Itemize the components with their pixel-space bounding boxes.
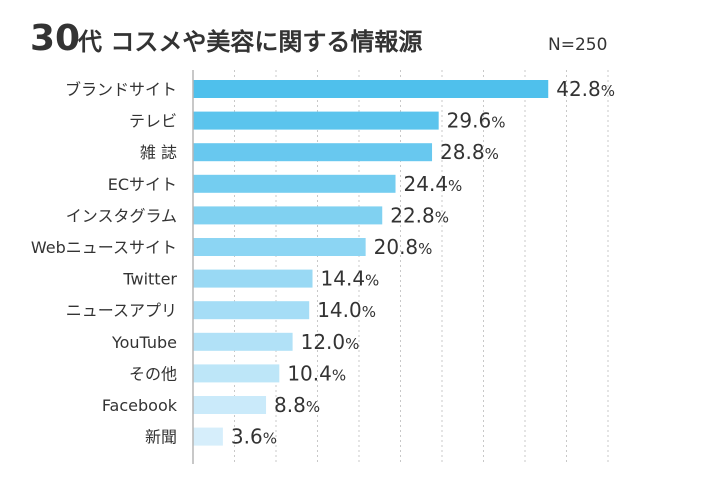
chart-title-text: 代 コスメや美容に関する情報源 <box>77 28 422 56</box>
value-percent-sign: % <box>345 335 359 353</box>
value-percent-sign: % <box>491 114 505 132</box>
value-label: 14.0% <box>317 298 376 322</box>
value-percent-sign: % <box>263 430 277 448</box>
bar <box>193 174 396 193</box>
bar <box>193 396 267 414</box>
value-percent-sign: % <box>601 82 615 100</box>
value-label: 28.8% <box>440 140 499 164</box>
value-percent-sign: % <box>365 272 379 290</box>
category-label: ニュースアプリ <box>66 301 177 320</box>
bar <box>193 269 313 288</box>
bar <box>193 206 383 225</box>
bar <box>193 427 223 446</box>
value-percent-sign: % <box>332 366 346 384</box>
bars <box>193 80 549 446</box>
category-label: Facebook <box>102 396 178 415</box>
value-label: 22.8% <box>390 203 449 227</box>
category-label: Webニュースサイト <box>31 238 177 257</box>
value-label: 10.4% <box>287 361 346 385</box>
sample-size-label: N=250 <box>548 35 607 55</box>
value-percent-sign: % <box>362 303 376 321</box>
category-label: 新聞 <box>145 428 177 447</box>
bar <box>193 143 433 162</box>
category-label: インスタグラム <box>66 206 177 225</box>
category-label: ブランドサイト <box>65 80 177 99</box>
bar <box>193 332 293 351</box>
bar <box>193 364 280 383</box>
value-label: 8.8% <box>274 393 320 417</box>
value-label: 29.6% <box>447 109 506 133</box>
category-label: YouTube <box>111 333 177 352</box>
value-labels: 42.8% 29.6% 28.8% 24.4% 22.8% 20.8% 14.4% 14.0%… <box>231 77 615 449</box>
value-label: 20.8% <box>374 235 433 259</box>
value-label: 42.8% <box>556 77 615 101</box>
chart-title: 30 代 コスメや美容に関する情報源 <box>30 18 422 59</box>
category-label: テレビ <box>129 112 177 131</box>
bar <box>193 238 366 256</box>
value-label: 24.4% <box>404 172 463 196</box>
bar <box>193 301 310 320</box>
value-label: 14.4% <box>321 267 380 291</box>
value-percent-sign: % <box>485 145 499 163</box>
value-label: 3.6% <box>231 425 277 449</box>
value-percent-sign: % <box>418 240 432 258</box>
category-label: その他 <box>129 364 177 383</box>
bar <box>193 111 439 130</box>
category-label: Twitter <box>122 270 177 289</box>
chart-title-age: 30 <box>30 18 80 59</box>
gridlines <box>234 70 609 464</box>
value-label: 12.0% <box>301 330 360 354</box>
value-percent-sign: % <box>306 398 320 416</box>
category-label: 雑 誌 <box>140 143 177 162</box>
value-percent-sign: % <box>435 208 449 226</box>
category-label: ECサイト <box>108 175 177 194</box>
value-percent-sign: % <box>448 177 462 195</box>
bar <box>193 80 549 98</box>
